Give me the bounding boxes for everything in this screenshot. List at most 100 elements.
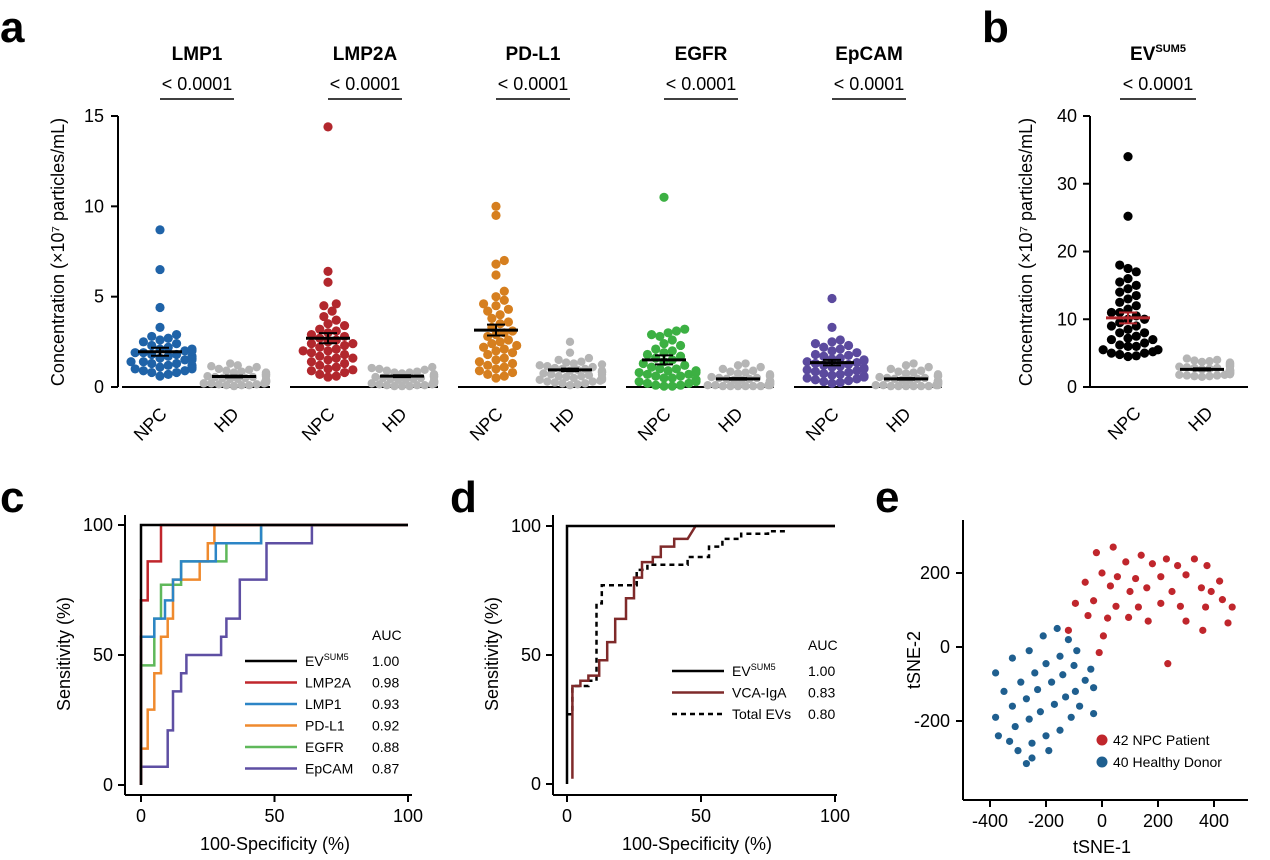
panel-a-dot-npc-pdl1	[491, 210, 501, 220]
panel-a-dot-npc-egfr	[684, 378, 694, 388]
panel-e-dot-hd	[1025, 647, 1033, 655]
panel-b-dot-hd	[1182, 371, 1192, 380]
panel-e-dot-npc	[1224, 619, 1232, 627]
panel-c-x-tick-label: 100	[393, 806, 423, 826]
panel-e-x-tick-label: 200	[1143, 811, 1173, 831]
panel-e-dot-npc	[1098, 569, 1106, 577]
panel-a-dot-npc-lmp1	[147, 358, 157, 369]
panel-e-y-tick-label: 200	[920, 563, 950, 583]
panel-a-dot-npc-epcam	[827, 370, 837, 380]
panel-a-dot-hd-pdl1	[584, 353, 594, 363]
panel-a-dot-npc-egfr	[634, 376, 644, 387]
panel-b-dot-npc	[1123, 263, 1133, 274]
panel-a-dot-npc-pdl1	[499, 362, 509, 372]
panel-a-dot-npc-lmp1	[155, 225, 165, 235]
panel-a-dot-hd-pdl1	[597, 366, 607, 375]
panel-e-dot-npc	[1071, 599, 1079, 607]
panel-a-dot-npc-egfr	[651, 344, 661, 354]
panel-e-dot-npc	[1106, 582, 1114, 590]
panel-d-legend-label-vcaiga: VCA-IgA	[732, 685, 787, 701]
panel-a-group-egfr: EGFR < 0.0001 NPC HD	[626, 44, 775, 445]
panel-a-dot-npc-epcam	[827, 346, 837, 356]
panel-b-y-tick-label: 40	[1057, 106, 1077, 126]
panel-e-dot-hd	[1042, 660, 1050, 668]
panel-a-dot-npc-egfr	[642, 378, 653, 388]
panel-a-group-label-npc-pdl1: NPC	[466, 404, 507, 445]
panel-a-dot-npc-pdl1	[495, 310, 505, 320]
panel-e-dot-npc	[1164, 660, 1172, 668]
panel-a-dot-hd-lmp2a	[429, 370, 439, 379]
panel-a-dot-npc-egfr	[691, 366, 701, 376]
panel-a-dot-npc-lmp2a	[315, 351, 325, 361]
panel-a-dot-hd-lmp1	[214, 364, 224, 374]
panel-c-curve-lmp1	[139, 523, 408, 785]
panel-a-dot-npc-egfr	[659, 192, 669, 202]
panel-b-dot-npc	[1123, 341, 1133, 351]
panel-d-curve-ev	[565, 524, 835, 784]
panel-e-dot-npc	[1113, 573, 1121, 581]
panel-a-dot-hd-lmp1	[229, 381, 239, 391]
panel-b-dot-npc	[1153, 345, 1163, 355]
panel-b-dot-npc	[1123, 324, 1133, 335]
panel-e-dot-hd	[1014, 747, 1022, 755]
panel-a-dot-hd-lmp1	[222, 366, 231, 375]
panel-a-dot-npc-epcam	[835, 335, 845, 345]
panel-a-dot-hd-epcam	[886, 381, 896, 391]
panel-d-y-tick-label: 0	[531, 774, 541, 794]
panel-a-y-tick-label: 10	[84, 196, 104, 216]
panel-c-legend-label-lmp1: LMP1	[305, 696, 342, 712]
panel-a-dot-npc-lmp2a	[331, 362, 341, 372]
panel-a-dot-npc-lmp2a	[323, 266, 333, 276]
panel-label-e: e	[875, 473, 899, 522]
panel-a-dot-npc-pdl1	[483, 360, 493, 370]
panel-b-dot-hd	[1205, 357, 1214, 366]
panel-a-dot-npc-epcam	[810, 339, 821, 349]
panel-a-dot-npc-pdl1	[503, 317, 514, 327]
panel-a-title-lmp2a: LMP2A	[333, 44, 398, 65]
panel-a-dot-npc-egfr	[675, 380, 686, 390]
panel-b-dot-hd	[1197, 357, 1207, 367]
panel-e-x-tick-label: 0	[1097, 811, 1107, 831]
panel-e-dot-hd	[1076, 702, 1084, 710]
panel-a-dot-npc-pdl1	[499, 286, 509, 296]
panel-b-group-label-npc: NPC	[1104, 403, 1145, 444]
panel-a-dot-npc-pdl1	[491, 373, 501, 383]
panel-a-dot-npc-lmp2a	[331, 344, 341, 354]
panel-e-dot-npc	[1143, 584, 1151, 592]
panel-b-dot-npc	[1148, 334, 1158, 345]
panel-a-dot-npc-pdl1	[491, 355, 501, 365]
panel-e-dot-hd	[1028, 739, 1036, 747]
panel-e-dot-npc	[1182, 571, 1190, 579]
panel-b-dot-npc	[1115, 349, 1125, 360]
panel-a-dot-npc-lmp2a	[331, 371, 341, 381]
panel-a-dot-npc-egfr	[680, 324, 690, 334]
panel-a-dot-hd-lmp1	[244, 380, 254, 390]
panel-a-dot-npc-lmp1	[163, 369, 173, 379]
panel-e-dot-hd	[1028, 754, 1036, 762]
panel-c-legend-label-egfr: EGFR	[305, 739, 344, 755]
panel-a-dot-hd-egfr	[733, 361, 743, 370]
panel-a-pvalue-epcam: < 0.0001	[834, 74, 905, 94]
panel-a-dot-hd-epcam	[924, 362, 933, 372]
panel-e-dot-hd	[1042, 732, 1050, 740]
panel-a-dot-npc-lmp2a	[323, 372, 333, 382]
panel-a-dot-hd-egfr	[741, 368, 750, 377]
panel-a-dot-npc-egfr	[663, 366, 673, 376]
panel-e-legend-label-npc: 42 NPC Patient	[1113, 732, 1210, 748]
panel-a-title-lmp1: LMP1	[172, 44, 223, 65]
panel-e-legend-label-hd: 40 Healthy Donor	[1113, 754, 1222, 770]
panel-a-dot-hd-egfr	[711, 380, 720, 390]
panel-e-dot-npc	[1081, 578, 1089, 586]
panel-b-dot-npc	[1106, 348, 1117, 358]
panel-a-dot-hd-pdl1	[546, 370, 556, 379]
panel-c-legend-label-pdl1: PD-L1	[305, 718, 345, 734]
panel-a-dot-npc-epcam	[852, 366, 862, 376]
panel-a-dot-npc-pdl1	[507, 358, 518, 369]
panel-e-dot-hd	[1090, 684, 1098, 692]
panel-a-dot-npc-epcam	[835, 377, 845, 388]
panel-e-dot-hd	[1022, 695, 1030, 703]
panel-a-dot-hd-lmp2a	[397, 381, 407, 391]
panel-c-legend-auc-pdl1: 0.92	[372, 718, 399, 734]
panel-e-dot-hd	[1067, 713, 1075, 721]
panel-e-dots	[992, 543, 1236, 768]
